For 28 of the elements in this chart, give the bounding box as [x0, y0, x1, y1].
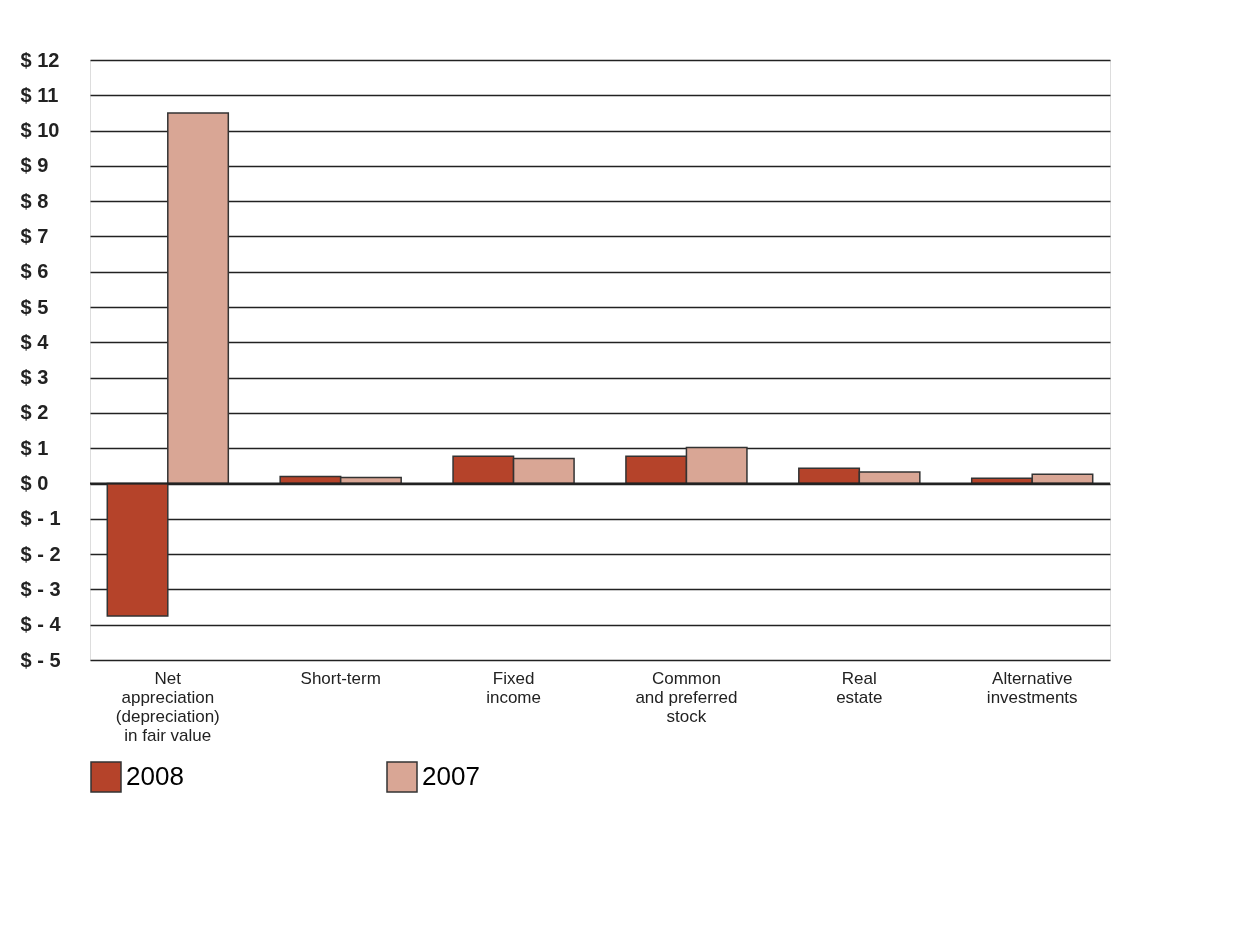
- x-tick-label: Fixed income: [486, 668, 541, 707]
- x-tick-label: Real estate: [836, 668, 883, 707]
- bar: [167, 112, 230, 485]
- y-tick-label: $ - 4: [20, 613, 62, 636]
- x-tick-label: Net appreciation (depreciation) in fair value: [115, 668, 220, 745]
- y-tick-label: $ 0: [20, 472, 49, 495]
- y-tick-label: $ 10: [20, 119, 60, 142]
- y-tick-label: $ - 3: [20, 577, 61, 600]
- bar: [106, 482, 169, 617]
- legend-label: 2008: [126, 761, 184, 791]
- y-tick-label: $ 6: [20, 260, 49, 283]
- legend-label: 2007: [422, 761, 480, 791]
- y-tick-label: $ 3: [20, 366, 49, 389]
- y-tick-label: $ 2: [20, 401, 49, 424]
- y-tick-label: $ 4: [20, 330, 50, 353]
- y-tick-label: $ - 2: [20, 542, 61, 565]
- y-tick-label: $ 1: [20, 436, 49, 459]
- x-tick-label: Alternative investments: [986, 668, 1078, 707]
- y-tick-label: $ 9: [20, 154, 49, 177]
- y-tick-label: $ 12: [20, 48, 60, 71]
- y-tick-label: $ - 5: [20, 648, 61, 671]
- y-tick-label: $ 11: [20, 83, 59, 106]
- y-tick-label: $ 5: [20, 295, 49, 318]
- x-tick-label: Short-term: [300, 668, 381, 688]
- y-tick-label: $ 7: [20, 224, 49, 247]
- x-tick-label: Common and preferred stock: [635, 668, 738, 726]
- y-tick-label: $ 8: [20, 189, 49, 212]
- y-tick-label: $ - 1: [20, 507, 61, 530]
